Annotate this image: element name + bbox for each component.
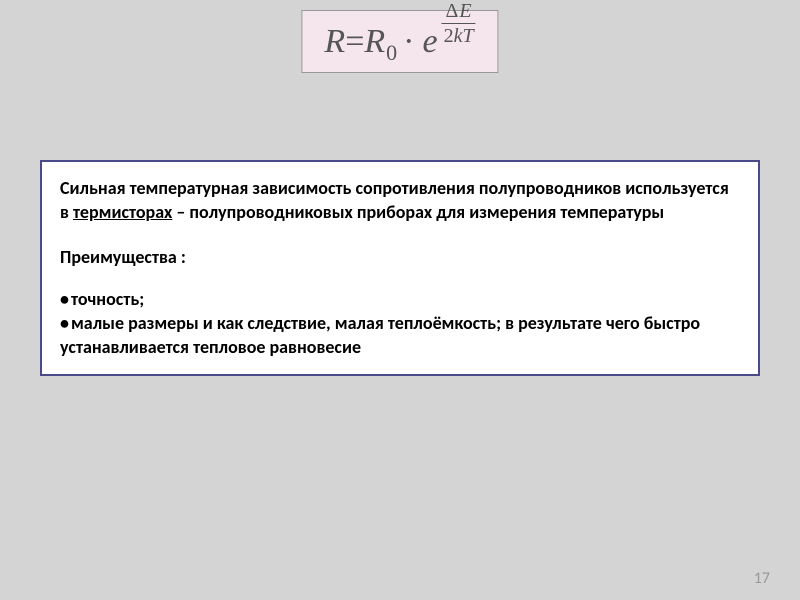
para1-text-b: – полупроводниковых приборах для измерен… xyxy=(172,201,664,223)
formula-exp-base: e xyxy=(422,23,437,61)
formula-exp-T: T xyxy=(462,25,473,47)
formula-rhs-var: R xyxy=(364,23,385,61)
list-item: точность; xyxy=(60,287,740,311)
advantages-list: точность; малые размеры и как следствие,… xyxy=(60,287,740,360)
advantages-title: Преимущества : xyxy=(60,245,740,269)
formula-exp-E: E xyxy=(459,0,471,22)
formula-exp-numer: ΔE xyxy=(444,1,474,23)
formula-rhs-R0: R 0 xyxy=(364,23,397,61)
formula-box: R = R 0 · e ΔE 2kT xyxy=(301,10,498,73)
formula: R = R 0 · e ΔE 2kT xyxy=(324,19,475,64)
formula-lhs: R xyxy=(324,23,345,61)
formula-dot: · xyxy=(403,23,414,61)
list-item: малые размеры и как следствие, малая теп… xyxy=(60,311,740,360)
formula-exp-k: k xyxy=(454,25,463,47)
page-number: 17 xyxy=(754,569,770,588)
formula-equals: = xyxy=(345,23,364,61)
formula-exp-delta: Δ xyxy=(446,0,459,22)
formula-exponent: ΔE 2kT xyxy=(442,1,476,46)
para1-underlined: термисторах xyxy=(73,201,172,223)
formula-exp-denom: 2kT xyxy=(442,24,476,46)
formula-rhs-sub: 0 xyxy=(386,40,397,66)
description-text-box: Сильная температурная зависимость сопрот… xyxy=(40,160,760,376)
formula-exp-2: 2 xyxy=(444,25,454,47)
paragraph-1: Сильная температурная зависимость сопрот… xyxy=(60,176,740,225)
